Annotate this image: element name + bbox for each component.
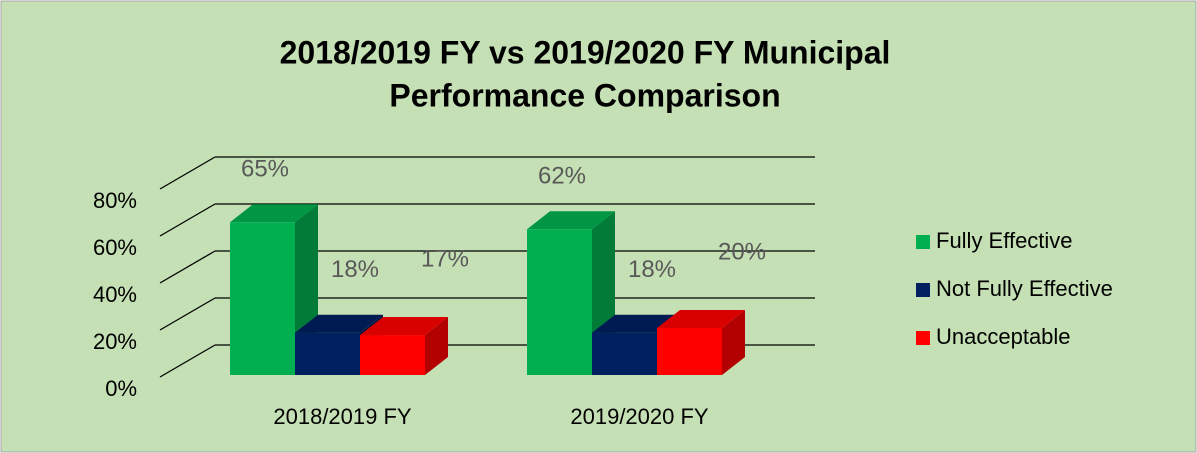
bar-front	[592, 332, 657, 375]
chart-title: 2018/2019 FY vs 2019/2020 FY Municipal	[280, 34, 891, 70]
legend-swatch	[916, 283, 930, 297]
bar-top	[527, 211, 615, 230]
legend-swatch	[916, 235, 930, 249]
bar	[360, 317, 448, 375]
x-tick-label: 2018/2019 FY	[273, 404, 412, 429]
y-tick-label: 0%	[105, 376, 137, 401]
chart-title: Performance Comparison	[389, 77, 780, 113]
bar	[657, 310, 745, 375]
legend-label: Not Fully Effective	[936, 276, 1113, 301]
bar-front	[295, 332, 360, 375]
data-label: 65%	[241, 156, 289, 183]
y-tick-label: 60%	[93, 235, 137, 260]
y-tick-label: 40%	[93, 282, 137, 307]
legend-label: Unacceptable	[936, 324, 1071, 349]
grid-line	[159, 344, 216, 378]
bar-front	[657, 328, 722, 375]
bar-front	[527, 229, 592, 375]
bar-top	[230, 204, 318, 223]
bar	[527, 211, 615, 375]
bar-side	[425, 317, 448, 375]
bar-front	[360, 335, 425, 375]
bar-top	[295, 314, 383, 333]
y-tick-label: 80%	[93, 188, 137, 213]
x-tick-label: 2019/2020 FY	[570, 404, 709, 429]
bar-top	[360, 317, 448, 336]
bar-top	[657, 310, 745, 328]
y-tick-label: 20%	[93, 329, 137, 354]
legend-swatch	[916, 331, 930, 345]
grid-line	[159, 250, 216, 284]
bar-front	[230, 222, 295, 375]
grid-line	[159, 203, 216, 237]
legend-label: Fully Effective	[936, 228, 1073, 253]
grid-line	[159, 297, 216, 331]
grid-line	[159, 156, 216, 190]
data-label: 62%	[538, 163, 586, 190]
data-label: 20%	[718, 238, 766, 265]
bar-side	[722, 310, 745, 375]
data-label: 18%	[628, 256, 676, 283]
data-label: 17%	[421, 245, 469, 272]
data-label: 18%	[331, 256, 379, 283]
